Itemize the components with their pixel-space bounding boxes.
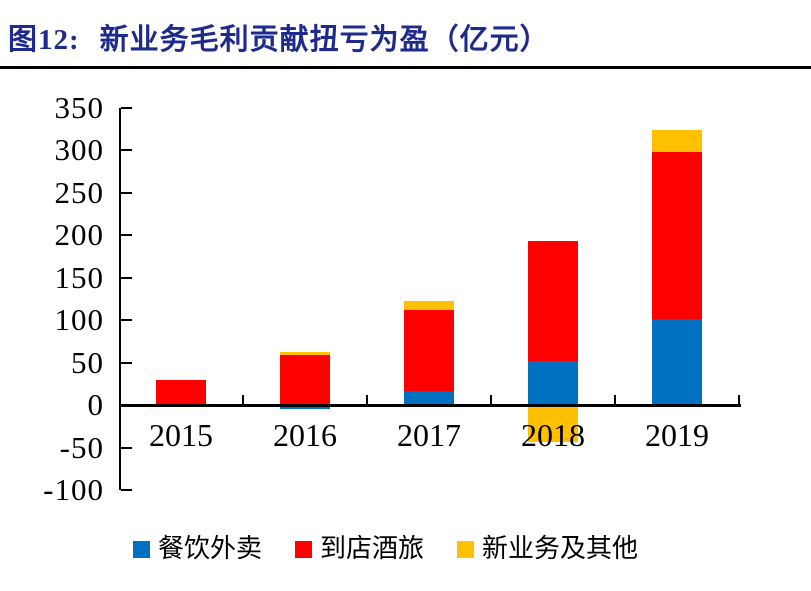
x-axis-category-label: 2018 xyxy=(521,417,585,453)
y-axis-tick xyxy=(121,107,132,109)
bar-segment-2016-2 xyxy=(280,351,330,356)
bar-segment-2016-1 xyxy=(280,355,330,406)
legend-item: 新业务及其他 xyxy=(457,534,638,564)
bar-segment-2019-1 xyxy=(652,152,702,319)
x-axis-category-label: 2017 xyxy=(397,417,461,453)
stacked-bar-chart: 350 300 250 200 150 100 50 0 -50 -100 2015 2016 2017… xyxy=(0,66,811,526)
y-axis-tick-label: 250 xyxy=(54,175,104,210)
x-axis-category-label: 2016 xyxy=(273,417,337,453)
bar-segment-2018-1 xyxy=(528,241,578,361)
figure-number-label: 图12: xyxy=(8,24,80,56)
y-axis-tick-label: -100 xyxy=(43,472,104,507)
legend-item: 餐饮外卖 xyxy=(132,534,262,564)
y-axis-tick xyxy=(121,277,132,279)
bar-segment-2015-1 xyxy=(156,379,206,406)
y-axis-line xyxy=(119,108,121,490)
figure-header: 图12: 新业务毛利贡献扭亏为盈（亿元） xyxy=(0,0,811,69)
x-axis-tick xyxy=(614,395,616,404)
y-axis-tick xyxy=(121,319,132,321)
x-axis-tick xyxy=(738,395,740,404)
y-axis-tick-label: 100 xyxy=(54,302,104,337)
bar-segment-2018-0 xyxy=(528,360,578,406)
bar-segment-2019-0 xyxy=(652,318,702,406)
bar-segment-2017-2 xyxy=(404,300,454,311)
y-axis-tick-label: 50 xyxy=(71,345,104,380)
bar-segment-2019-2 xyxy=(652,130,702,153)
y-axis-tick-label: 200 xyxy=(54,217,104,252)
y-axis-tick-label: 0 xyxy=(87,387,104,422)
figure-title: 新业务毛利贡献扭亏为盈（亿元） xyxy=(99,24,550,56)
legend-swatch-icon xyxy=(294,540,312,558)
y-axis-tick-label: -50 xyxy=(59,430,104,465)
x-axis-tick xyxy=(490,395,492,404)
x-axis-line xyxy=(119,404,741,407)
x-axis-tick xyxy=(366,395,368,404)
bar-segment-2017-0 xyxy=(404,390,454,406)
bar-segment-2018-2 xyxy=(528,405,578,442)
y-axis-tick xyxy=(121,149,132,151)
y-axis-tick-label: 350 xyxy=(54,90,104,125)
y-axis-tick xyxy=(121,192,132,194)
x-axis-category-label: 2015 xyxy=(149,417,213,453)
bar-segment-2017-1 xyxy=(404,310,454,391)
y-axis-tick xyxy=(121,234,132,236)
x-axis-category-label: 2019 xyxy=(645,417,709,453)
legend-swatch-icon xyxy=(457,540,474,558)
y-axis-tick-label: 300 xyxy=(54,132,104,167)
y-axis-tick xyxy=(121,362,132,364)
legend-swatch-icon xyxy=(132,540,150,558)
x-axis-tick xyxy=(242,395,244,404)
legend-item: 到店酒旅 xyxy=(294,534,424,564)
legend-label: 到店酒旅 xyxy=(319,534,424,563)
y-axis-tick xyxy=(121,489,132,491)
y-axis-tick-label: 150 xyxy=(54,260,104,295)
chart-legend: 餐饮外卖 到店酒旅 新业务及其他 xyxy=(0,534,771,564)
y-axis-tick xyxy=(121,447,132,449)
legend-label: 新业务及其他 xyxy=(482,534,639,563)
legend-label: 餐饮外卖 xyxy=(157,534,262,563)
